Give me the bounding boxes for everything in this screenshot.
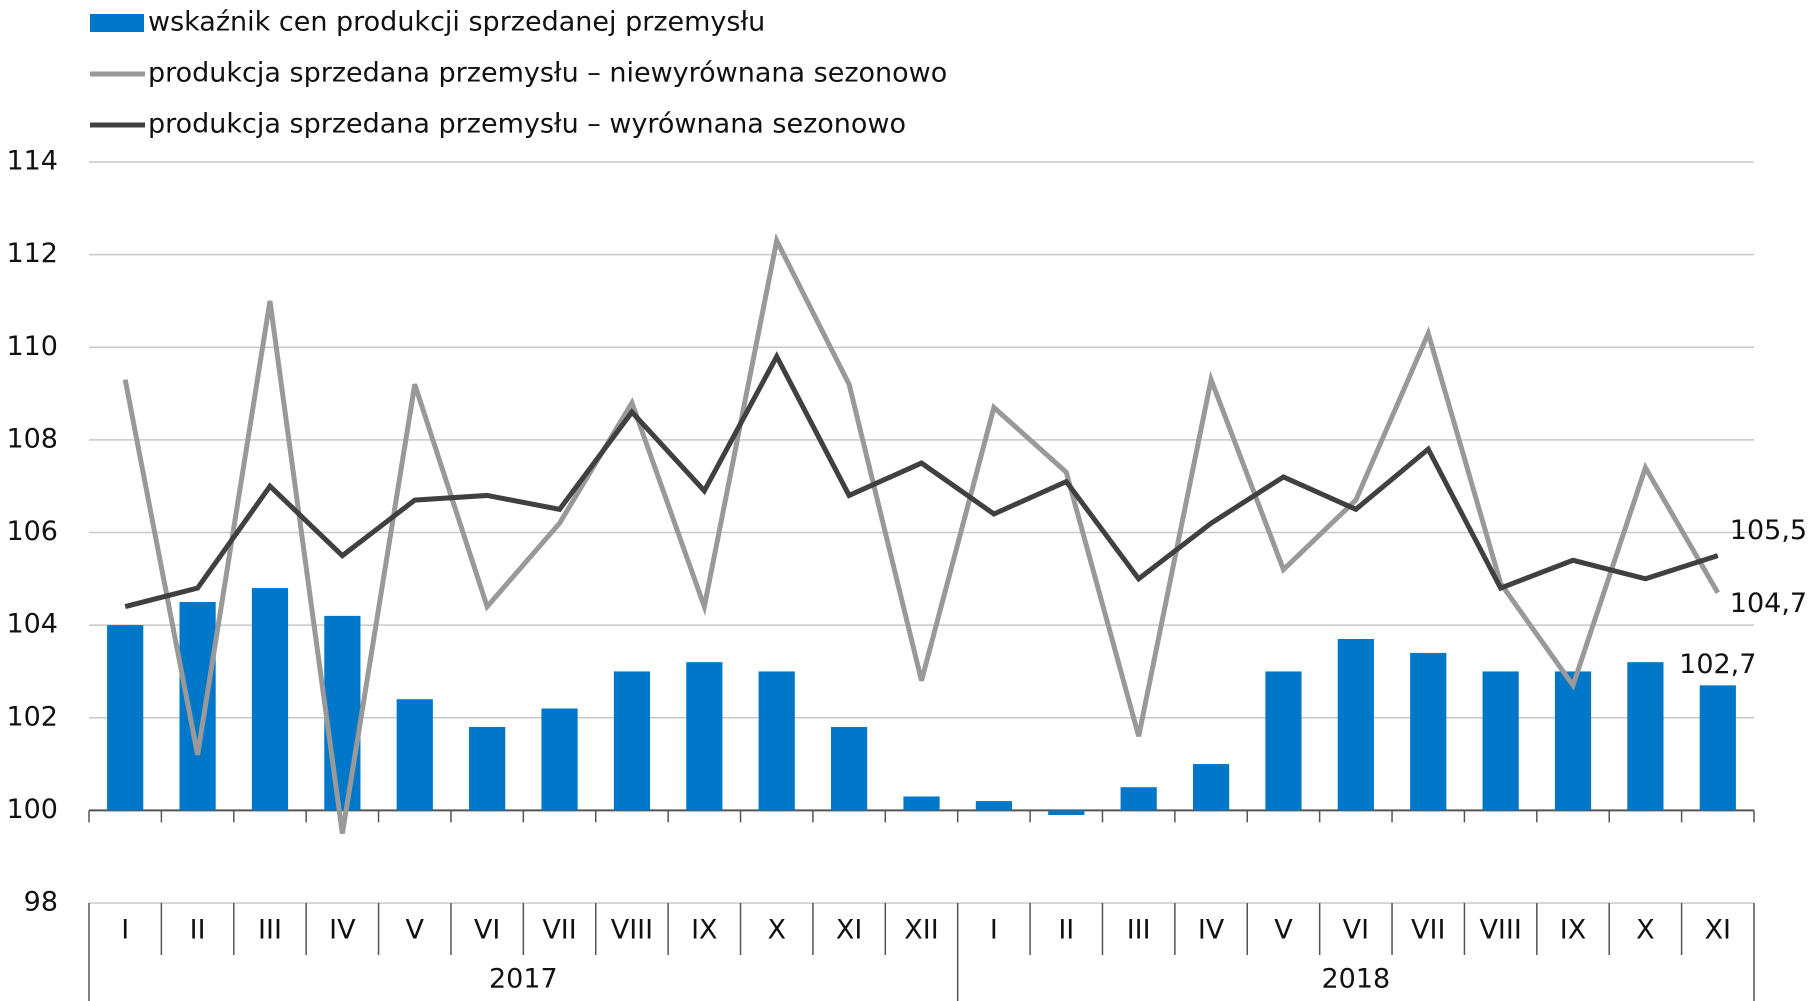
- year-label: 2017: [489, 964, 558, 995]
- bar: [324, 615, 361, 811]
- bar: [1627, 662, 1664, 811]
- y-tick-label: 108: [6, 423, 58, 454]
- y-tick-label: 98: [24, 887, 58, 918]
- x-tick-label: VII: [1411, 915, 1445, 946]
- x-tick-label: II: [190, 915, 206, 946]
- bar: [903, 796, 940, 811]
- y-tick-label: 106: [6, 516, 58, 547]
- x-tick-label: IX: [691, 915, 717, 946]
- legend-label: wskaźnik cen produkcji sprzedanej przemy…: [148, 7, 765, 38]
- data-label: 102,7: [1679, 649, 1756, 680]
- data-label: 105,5: [1730, 515, 1807, 546]
- bar: [179, 601, 216, 811]
- x-tick-label: V: [1274, 915, 1293, 946]
- x-tick-label: VI: [1343, 915, 1369, 946]
- x-tick-label: I: [121, 915, 129, 946]
- y-tick-label: 114: [6, 146, 58, 177]
- bar: [469, 727, 506, 811]
- x-tick-label: X: [1636, 915, 1655, 946]
- bar: [1482, 671, 1519, 811]
- x-tick-label: XI: [1705, 915, 1731, 946]
- x-tick-label: III: [258, 915, 282, 946]
- bar: [1048, 810, 1085, 816]
- x-tick-label: I: [990, 915, 998, 946]
- bar: [541, 708, 578, 811]
- x-tick-label: VIII: [1479, 915, 1521, 946]
- x-tick-label: VIII: [611, 915, 653, 946]
- x-tick-label: X: [767, 915, 786, 946]
- data-label: 104,7: [1730, 588, 1807, 619]
- x-tick-label: II: [1058, 915, 1074, 946]
- legend-swatch: [90, 14, 144, 32]
- x-tick-label: IX: [1560, 915, 1586, 946]
- x-tick-label: VII: [542, 915, 576, 946]
- y-tick-label: 110: [6, 331, 58, 362]
- bar: [1265, 671, 1302, 811]
- x-tick-label: XII: [904, 915, 938, 946]
- y-tick-label: 100: [6, 794, 58, 825]
- legend-label: produkcja sprzedana przemysłu – niewyrów…: [148, 58, 947, 89]
- x-tick-label: XI: [836, 915, 862, 946]
- x-tick-label: IV: [1198, 915, 1225, 946]
- bar: [613, 671, 651, 811]
- y-tick-label: 112: [6, 238, 58, 269]
- bar: [251, 588, 289, 811]
- bar: [1192, 764, 1230, 811]
- bar: [975, 801, 1012, 811]
- bar: [831, 727, 868, 811]
- bar: [1554, 671, 1592, 811]
- line: [124, 351, 1719, 610]
- legend-label: produkcja sprzedana przemysłu – wyrównan…: [148, 109, 906, 140]
- bar: [396, 699, 433, 811]
- x-tick-label: V: [406, 915, 425, 946]
- bar: [686, 662, 723, 811]
- y-tick-label: 104: [6, 609, 58, 640]
- x-tick-label: VI: [474, 915, 500, 946]
- bar: [1120, 787, 1157, 811]
- year-label: 2018: [1321, 964, 1390, 995]
- bar: [107, 625, 144, 811]
- y-tick-label: 102: [6, 701, 58, 732]
- x-tick-label: IV: [329, 915, 356, 946]
- bar: [1699, 685, 1736, 811]
- x-tick-label: III: [1127, 915, 1151, 946]
- bar: [1337, 639, 1374, 811]
- bar: [1410, 652, 1447, 811]
- line: [122, 233, 1720, 834]
- bar: [758, 671, 795, 811]
